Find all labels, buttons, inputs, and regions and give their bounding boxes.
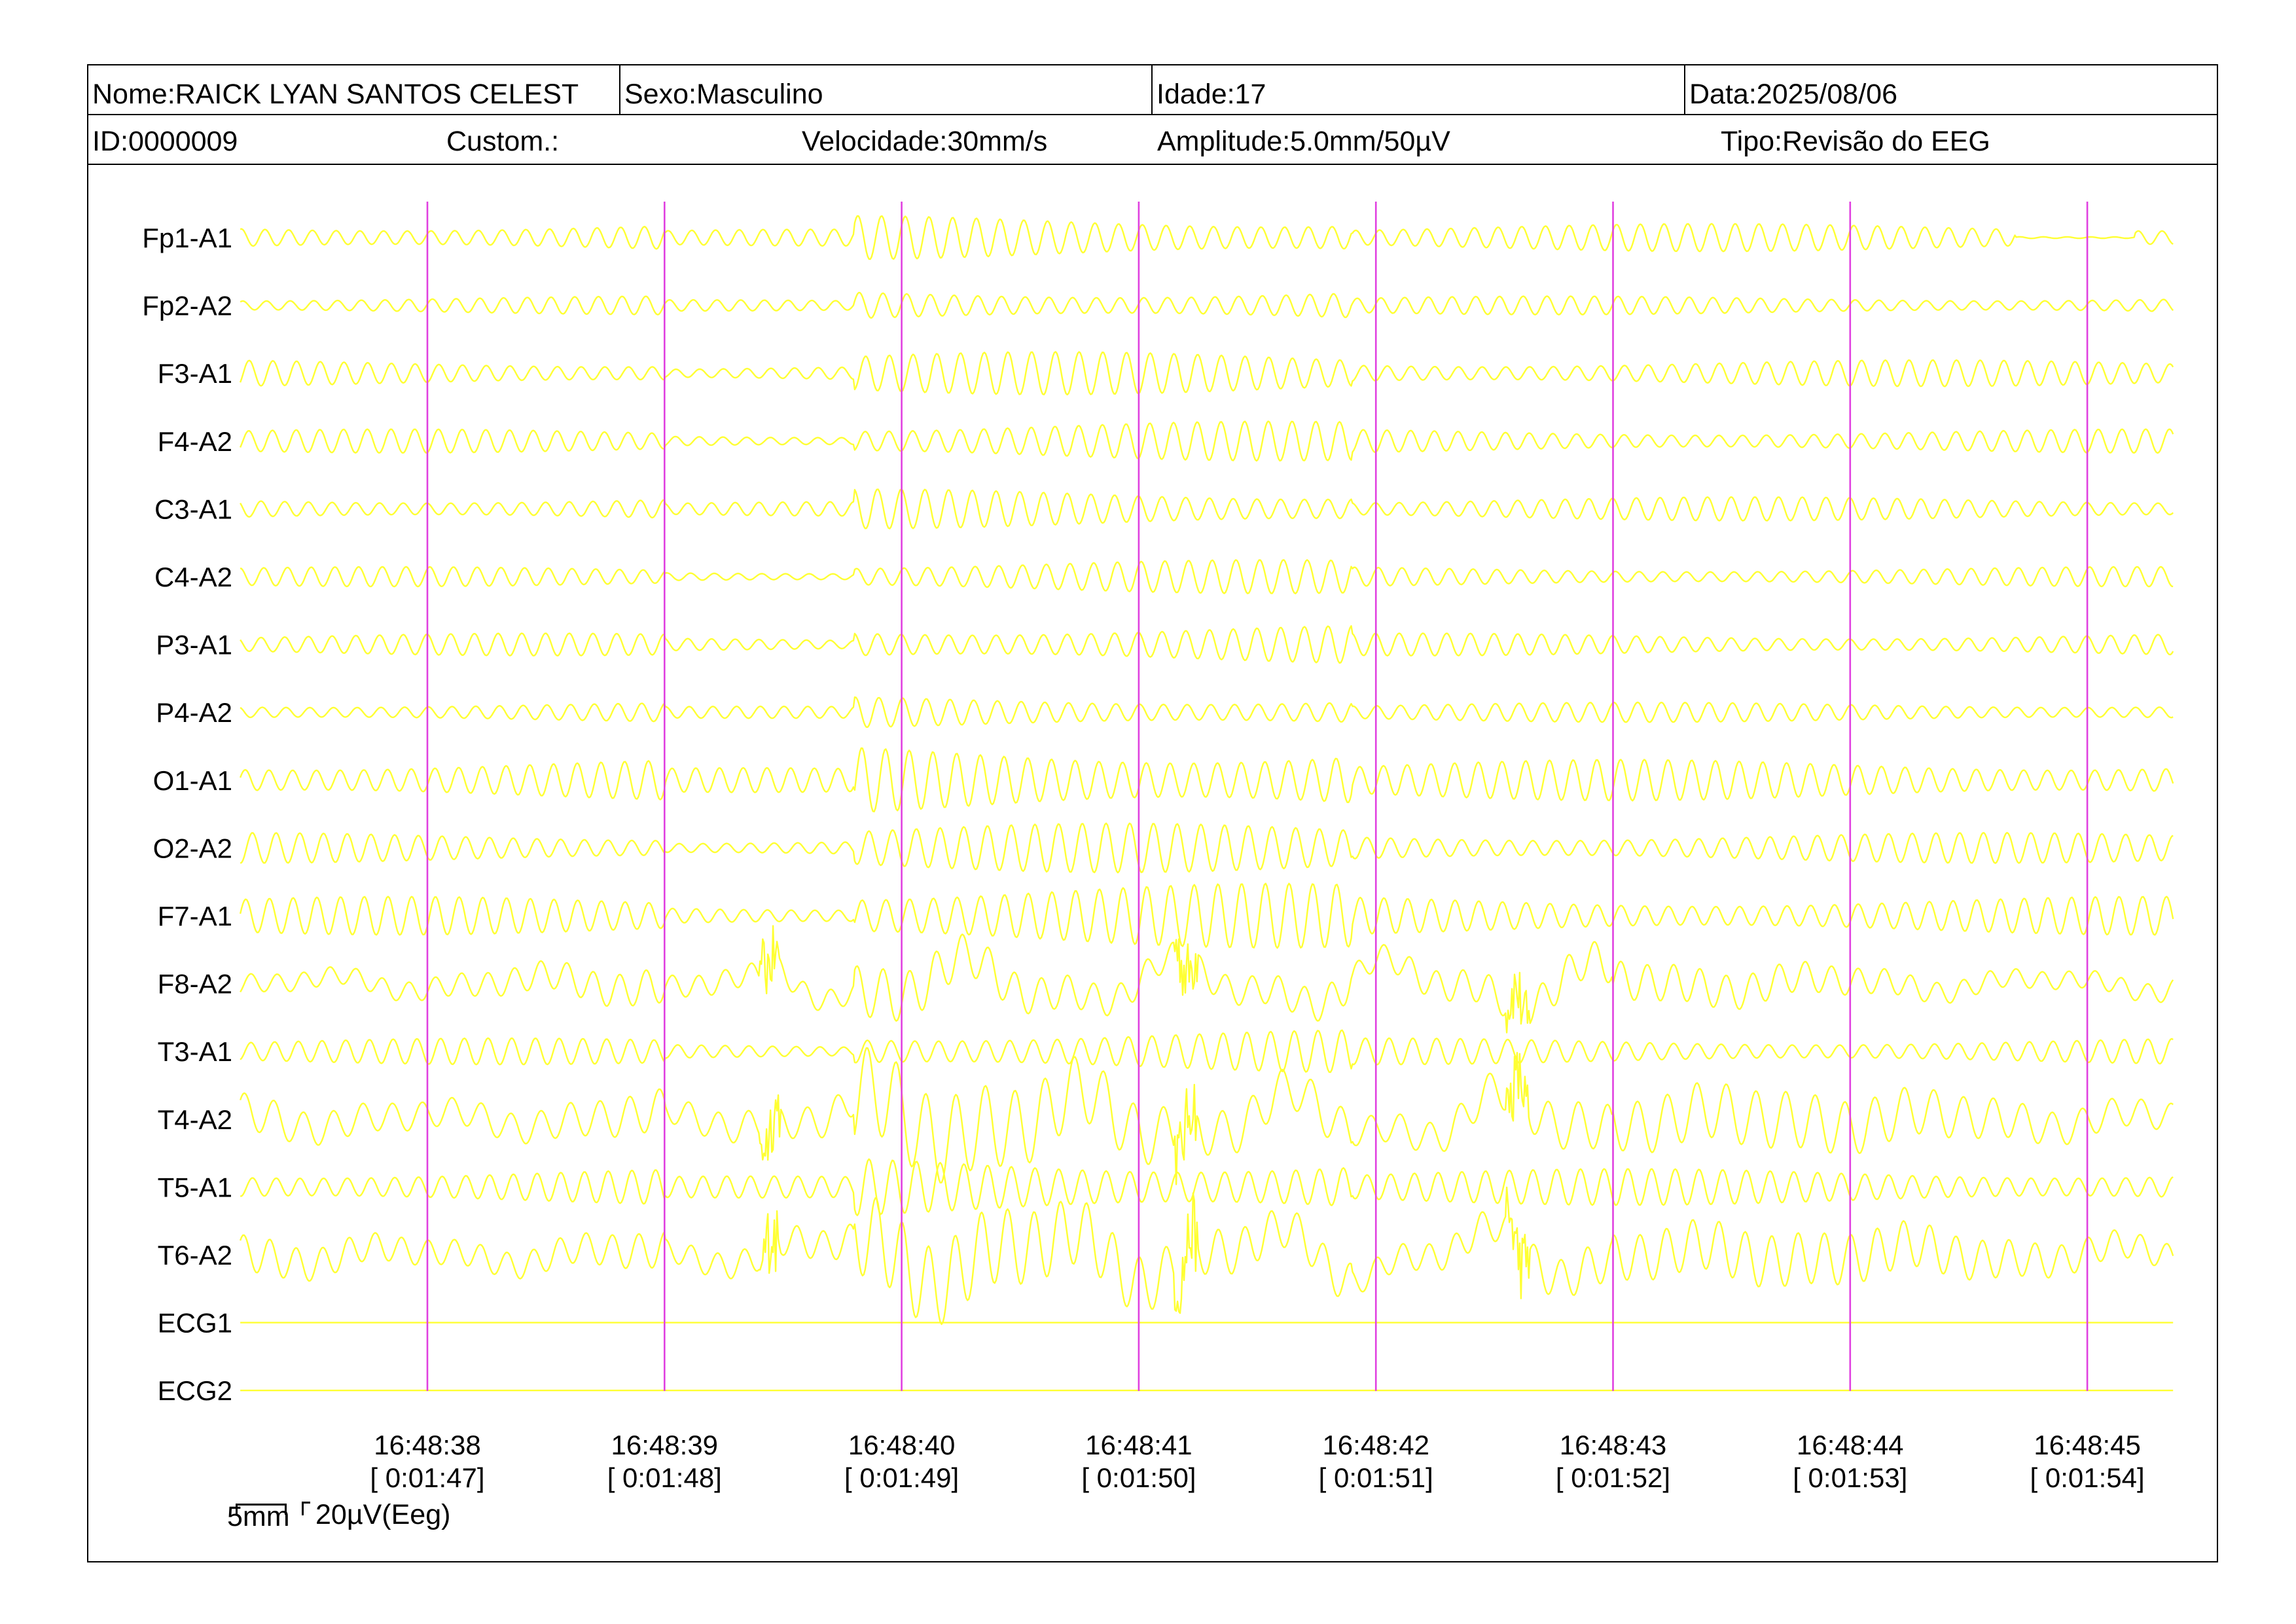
time-tick-clock: 16:48:43 <box>1560 1430 1667 1460</box>
amplitude-setting: Amplitude:5.0mm/50µV <box>1157 126 1450 157</box>
trace-o1-a1 <box>239 747 2174 813</box>
channel-label-fp1-a1: Fp1-A1 <box>142 223 232 253</box>
trace-p3-a1 <box>240 625 2174 664</box>
channel-label-p3-a1: P3-A1 <box>156 630 232 660</box>
eeg-report-frame: Nome:RAICK LYAN SANTOS CELEST Sexo:Mascu… <box>87 64 2218 1562</box>
time-tick-clock: 16:48:40 <box>848 1430 956 1460</box>
time-tick-clock: 16:48:44 <box>1797 1430 1904 1460</box>
channel-label-t6-a2: T6-A2 <box>158 1240 232 1271</box>
patient-sex: Sexo:Masculino <box>620 65 1153 114</box>
scale-amplitude-bracket <box>302 1502 310 1515</box>
channel-label-ecg1: ECG1 <box>158 1308 232 1339</box>
trace-f7-a1 <box>239 882 2174 949</box>
time-tick-elapsed: [ 0:01:50] <box>1081 1462 1196 1493</box>
channel-label-fp2-a2: Fp2-A2 <box>142 291 232 321</box>
custom-field: Custom.: <box>446 126 560 157</box>
channel-label-f3-a1: F3-A1 <box>158 358 232 389</box>
trace-t4-a2 <box>239 1047 2174 1185</box>
trace-f3-a1 <box>239 351 2174 396</box>
time-tick-clock: 16:48:42 <box>1322 1430 1429 1460</box>
channel-label-o1-a1: O1-A1 <box>153 765 232 796</box>
speed-setting: Velocidade:30mm/s <box>802 126 1048 157</box>
time-tick-elapsed: [ 0:01:48] <box>607 1462 722 1493</box>
channel-label-t4-a2: T4-A2 <box>158 1104 232 1135</box>
patient-name: Nome:RAICK LYAN SANTOS CELEST <box>88 65 620 114</box>
scale-amplitude-label: 20µV(Eeg) <box>315 1499 451 1530</box>
time-tick-elapsed: [ 0:01:47] <box>370 1462 484 1493</box>
channel-label-f4-a2: F4-A2 <box>158 426 232 457</box>
channel-label-o2-a2: O2-A2 <box>153 833 232 863</box>
channel-label-f8-a2: F8-A2 <box>158 969 232 1000</box>
trace-p4-a2 <box>240 696 2174 728</box>
time-tick-elapsed: [ 0:01:52] <box>1556 1462 1670 1493</box>
patient-id: ID:0000009 <box>92 126 238 157</box>
trace-t5-a1 <box>240 1158 2174 1216</box>
trace-c3-a1 <box>240 488 2174 530</box>
trace-t6-a2 <box>239 1186 2174 1326</box>
header-row-settings: ID:0000009 Custom.: Velocidade:30mm/s Am… <box>88 115 2217 165</box>
trace-o2-a2 <box>240 822 2174 874</box>
time-tick-clock: 16:48:41 <box>1085 1430 1193 1460</box>
channel-label-p4-a2: P4-A2 <box>156 697 232 728</box>
time-tick-elapsed: [ 0:01:49] <box>844 1462 959 1493</box>
channel-label-t5-a1: T5-A1 <box>158 1172 232 1202</box>
trace-f8-a2 <box>240 925 2174 1034</box>
time-tick-clock: 16:48:45 <box>2034 1430 2141 1460</box>
scale-length-label: 5mm <box>227 1501 290 1532</box>
channel-label-ecg2: ECG2 <box>158 1375 232 1406</box>
patient-age: Idade:17 <box>1153 65 1685 114</box>
header-row-patient: Nome:RAICK LYAN SANTOS CELEST Sexo:Mascu… <box>88 65 2217 115</box>
time-tick-elapsed: [ 0:01:51] <box>1319 1462 1433 1493</box>
time-tick-elapsed: [ 0:01:53] <box>1793 1462 1907 1493</box>
review-type: Tipo:Revisão do EEG <box>1721 126 1990 157</box>
time-tick-clock: 16:48:39 <box>611 1430 719 1460</box>
channel-label-c3-a1: C3-A1 <box>154 494 232 524</box>
trace-fp1-a1 <box>240 215 2174 261</box>
trace-c4-a2 <box>240 559 2174 594</box>
channel-label-f7-a1: F7-A1 <box>158 901 232 931</box>
trace-f4-a2 <box>239 420 2174 462</box>
trace-t3-a1 <box>240 1029 2174 1074</box>
time-tick-clock: 16:48:38 <box>374 1430 481 1460</box>
time-tick-elapsed: [ 0:01:54] <box>2030 1462 2145 1493</box>
channel-label-c4-a2: C4-A2 <box>154 562 232 592</box>
scale-length-bar <box>236 1504 287 1515</box>
channel-label-t3-a1: T3-A1 <box>158 1036 232 1067</box>
exam-date: Data:2025/08/06 <box>1689 79 1897 110</box>
trace-fp2-a2 <box>240 291 2174 319</box>
